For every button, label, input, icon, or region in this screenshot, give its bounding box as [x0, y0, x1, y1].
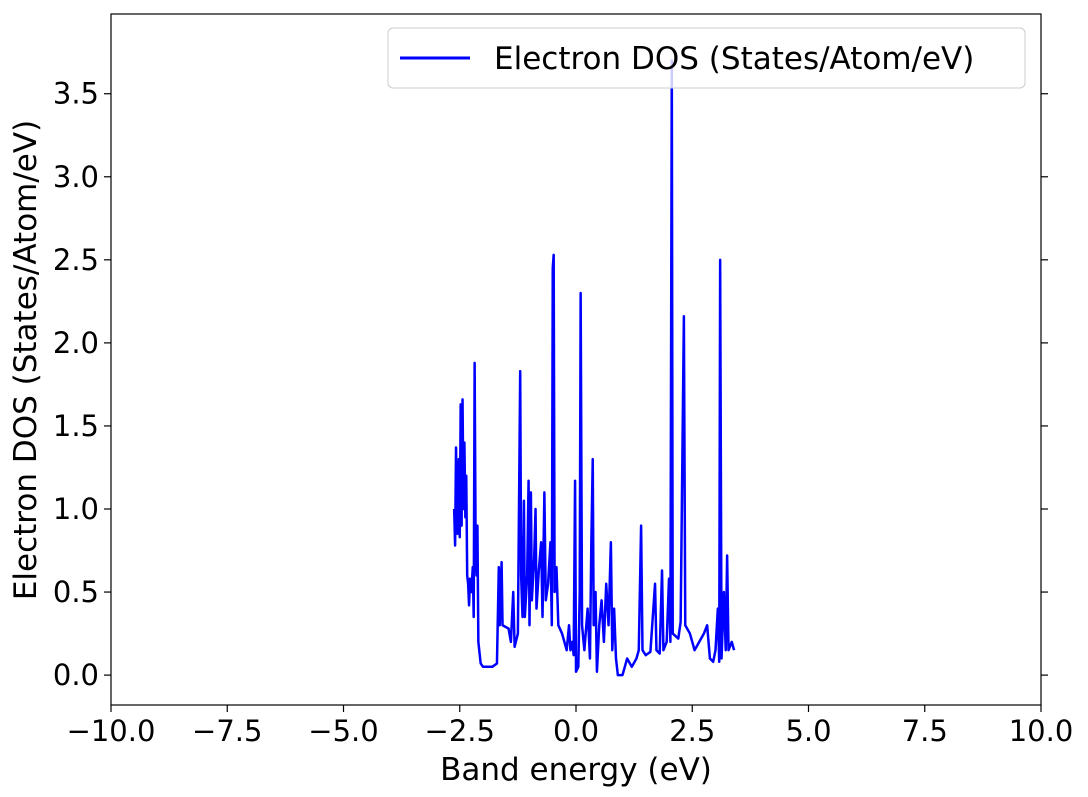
- x-tick-label: −7.5: [192, 714, 262, 748]
- y-axis-label: Electron DOS (States/Atom/eV): [8, 120, 44, 600]
- x-tick-label: 0.0: [553, 714, 599, 748]
- legend-label: Electron DOS (States/Atom/eV): [494, 41, 974, 77]
- x-tick-label: 7.5: [902, 714, 948, 748]
- y-tick-label: 0.5: [53, 575, 99, 609]
- y-tick-label: 1.5: [53, 409, 99, 443]
- y-tick-label: 3.0: [53, 160, 99, 194]
- y-tick-label: 1.0: [53, 492, 99, 526]
- plot-frame: [110, 13, 1042, 706]
- y-tick-label: 3.5: [53, 77, 99, 111]
- y-tick-label: 2.5: [53, 243, 99, 277]
- y-tick-label: 0.0: [53, 658, 99, 692]
- series-line: [452, 59, 736, 677]
- x-tick-label: 5.0: [785, 714, 831, 748]
- x-tick-label: −2.5: [425, 714, 495, 748]
- x-tick-label: 10.0: [1009, 714, 1074, 748]
- legend-box: [387, 27, 1026, 89]
- x-tick-label: −5.0: [308, 714, 378, 748]
- x-axis-label: Band energy (eV): [440, 752, 712, 788]
- y-tick-label: 2.0: [53, 326, 99, 360]
- x-tick-label: −10.0: [67, 714, 156, 748]
- x-tick-label: 2.5: [669, 714, 715, 748]
